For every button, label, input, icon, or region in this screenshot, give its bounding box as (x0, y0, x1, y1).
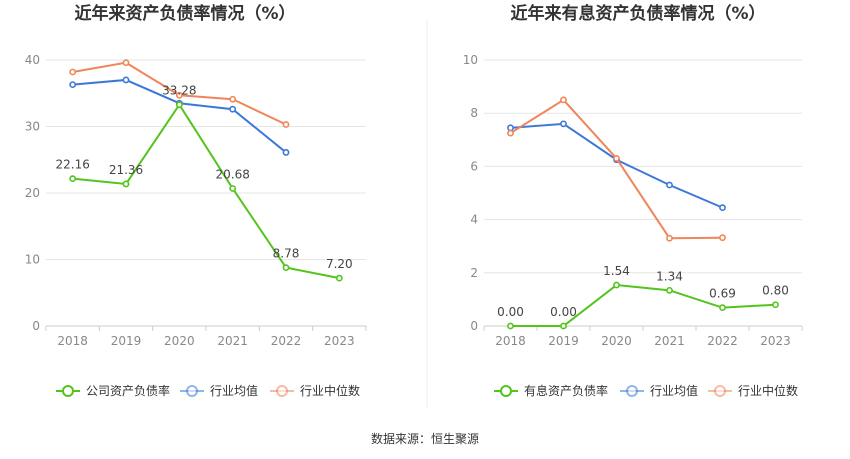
x-tick-label: 2019 (548, 334, 579, 348)
x-tick-label: 2019 (111, 334, 142, 348)
data-point (560, 96, 567, 104)
right-chart: 近年来有息资产负债率情况（%） 0 2 4 6 8 10 2018 2019 2020 2021 20… (463, 3, 803, 398)
legend-item: 行业中位数 (708, 383, 798, 398)
data-point (560, 322, 567, 330)
data-source: 数据来源：恒生聚源 (371, 431, 479, 446)
data-label: 33.28 (162, 84, 196, 98)
data-point (507, 322, 514, 330)
data-label: 21.36 (109, 163, 143, 177)
legend-swatch-marker (276, 385, 288, 397)
legend-item: 行业均值 (620, 383, 698, 398)
data-point (69, 68, 77, 76)
data-point (666, 234, 673, 242)
series-line (509, 98, 723, 240)
legend-item: 行业均值 (180, 383, 258, 398)
data-point (282, 264, 290, 272)
series-line (72, 102, 340, 280)
x-tick-label: 2020 (164, 334, 195, 348)
data-point (666, 181, 673, 189)
data-label: 22.16 (55, 158, 89, 172)
data-point (613, 155, 620, 162)
x-tick-label: 2022 (707, 334, 738, 348)
x-tick-label: 2021 (217, 334, 248, 348)
legend-swatch-marker (626, 385, 638, 397)
data-point (666, 286, 673, 294)
data-point (282, 121, 290, 128)
data-point (719, 304, 726, 312)
data-point (69, 81, 77, 89)
x-tick-label: 2022 (271, 334, 302, 348)
y-tick-label: 0 (32, 319, 40, 333)
data-point (335, 274, 343, 282)
chart-title: 近年来有息资产负债率情况（%） (510, 3, 765, 24)
data-label: 1.54 (603, 264, 630, 278)
data-point (175, 101, 183, 109)
x-tick-label: 2021 (654, 334, 685, 348)
x-tick-label: 2018 (57, 334, 88, 348)
data-point (229, 95, 237, 103)
data-point (122, 76, 130, 84)
data-point (122, 59, 130, 67)
data-point (719, 204, 726, 212)
legend-label: 行业中位数 (300, 383, 360, 398)
y-tick-label: 8 (470, 106, 478, 120)
x-tick-label: 2018 (495, 334, 526, 348)
legend-swatch-marker (62, 385, 74, 397)
data-point (175, 91, 183, 99)
y-tick-label: 40 (25, 53, 40, 67)
data-point (282, 149, 290, 156)
legend-item: 有息资产负债率 (494, 383, 608, 398)
data-label: 7.20 (326, 257, 353, 271)
data-point (229, 185, 237, 192)
series-line (510, 284, 776, 327)
legend-label: 公司资产负债率 (86, 383, 170, 398)
data-point (719, 234, 726, 242)
y-tick-label: 10 (463, 53, 478, 67)
legend-label: 行业均值 (650, 383, 698, 398)
legend-item: 公司资产负债率 (56, 383, 170, 398)
y-tick-label: 0 (470, 319, 478, 333)
legend-swatch-marker (500, 385, 512, 397)
data-point (229, 105, 237, 113)
data-label: 0.69 (709, 287, 736, 301)
data-label: 0.80 (762, 284, 789, 298)
series-line (510, 122, 723, 209)
legend-label: 行业中位数 (738, 383, 798, 398)
legend-label: 行业均值 (210, 383, 258, 398)
legend-item: 行业中位数 (270, 383, 360, 398)
data-point (507, 124, 514, 132)
x-tick-label: 2023 (324, 334, 355, 348)
legend-label: 有息资产负债率 (524, 383, 608, 398)
y-tick-label: 20 (25, 186, 40, 200)
y-tick-label: 2 (470, 266, 478, 280)
data-point (560, 120, 567, 128)
data-label: 1.34 (656, 269, 683, 283)
legend-swatch-marker (714, 385, 726, 397)
left-chart: 近年来资产负债率情况（%） 0 10 20 30 40 2018 2019 2020 2021 20… (25, 3, 367, 398)
data-point (613, 281, 620, 289)
y-tick-label: 30 (25, 120, 40, 134)
data-label: 20.68 (215, 167, 249, 181)
x-tick-label: 2020 (601, 334, 632, 348)
legend-swatch-marker (186, 385, 198, 397)
data-point (69, 175, 77, 183)
chart-title: 近年来资产负债率情况（%） (74, 3, 295, 24)
data-label: 8.78 (273, 247, 300, 261)
data-label: 0.00 (550, 305, 577, 319)
y-tick-label: 6 (470, 159, 478, 173)
data-point (122, 180, 130, 188)
x-tick-label: 2023 (760, 334, 791, 348)
y-tick-label: 4 (470, 213, 478, 227)
data-point (507, 129, 514, 137)
data-point (772, 301, 779, 309)
y-tick-label: 10 (25, 253, 40, 267)
data-label: 0.00 (497, 305, 524, 319)
